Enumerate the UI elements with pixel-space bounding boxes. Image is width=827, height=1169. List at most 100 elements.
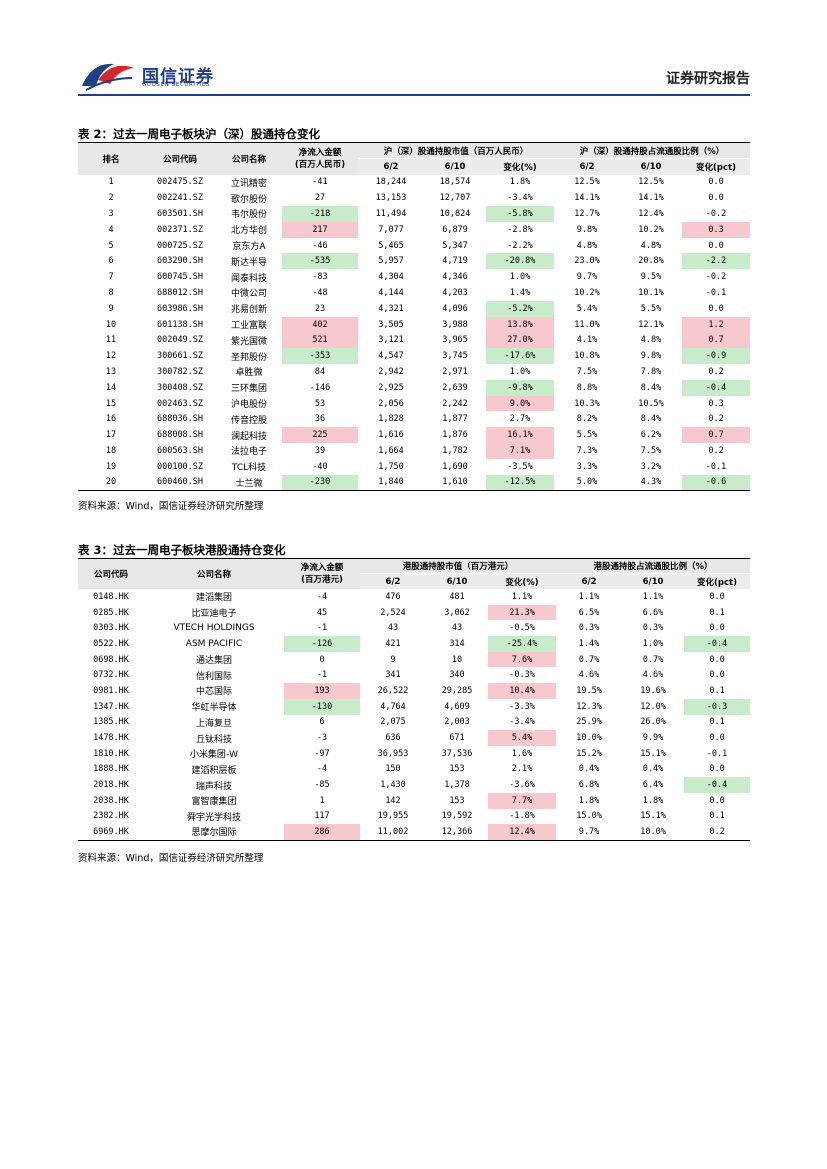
cell-flow: -146 bbox=[309, 382, 331, 393]
cell-v2: 314 bbox=[449, 638, 465, 649]
cell-code: 000100.SZ bbox=[156, 461, 204, 472]
cell-rank: 19 bbox=[105, 461, 117, 472]
cell-name: 信利国际 bbox=[195, 671, 232, 682]
th-flow: 净流入金额 (百万港元) bbox=[284, 558, 360, 589]
cell-r2: 0.3% bbox=[642, 623, 664, 634]
cell-name: 传音控股 bbox=[230, 415, 267, 426]
cell-name: 斯达半导 bbox=[230, 257, 267, 268]
cell-r1: 7.3% bbox=[576, 445, 598, 456]
cell-vc: 12.4% bbox=[488, 824, 557, 840]
cell-r2: 8.4% bbox=[640, 414, 662, 425]
table-row: 0148.HK 建滔集团 -4 476 481 1.1% 1.1% 1.1% 0.0 bbox=[78, 589, 750, 605]
cell-r1: 12.5% bbox=[574, 177, 600, 188]
table-row: 1 002475.SZ 立讯精密 -41 18,244 18,574 1.8% 12.5% 12… bbox=[78, 175, 750, 191]
cell-r1: 4.6% bbox=[578, 670, 600, 681]
cell-code: 300661.SZ bbox=[156, 351, 204, 362]
cell-code: 600745.SH bbox=[156, 272, 204, 283]
cell-code: 0698.HK bbox=[93, 654, 129, 665]
cell-flow: -83 bbox=[312, 272, 328, 283]
cell-r1: 23.0% bbox=[574, 256, 600, 267]
cell-r2: 7.5% bbox=[640, 445, 662, 456]
cell-code: 603986.SH bbox=[156, 303, 204, 314]
cell-name: 富智康集团 bbox=[191, 797, 237, 808]
cell-v2: 671 bbox=[449, 733, 465, 744]
cell-rank: 5 bbox=[108, 240, 114, 251]
brand-name: 国信证券 bbox=[142, 67, 214, 87]
cell-name: 上海复旦 bbox=[195, 718, 232, 729]
cell-r2: 20.8% bbox=[638, 256, 664, 267]
table-row: 14 300408.SZ 三环集团 -146 2,925 2,639 -9.8% 8.8% 8.… bbox=[78, 379, 751, 396]
brand-name-en: GUOSEN SECURITIES bbox=[142, 82, 210, 88]
table-row: 2382.HK 舜宇光学科技 117 19,955 19,592 -1.8% 15.0% 15… bbox=[78, 809, 750, 825]
cell-rc: 0.0 bbox=[708, 240, 724, 251]
table-row: 1478.HK 丘钛科技 -3 636 671 5.4% 10.0% 9.9% 0.0 bbox=[78, 730, 750, 746]
table2-source: 资料来源：Wind，国信证券经济研究所整理 bbox=[78, 501, 264, 512]
table-row: 2 002241.SZ 歌尔股份 27 13,153 12,707 -3.4% 14.1% 14… bbox=[78, 190, 750, 206]
th-value-group: 港股通持股市值（百万港元） bbox=[360, 558, 557, 575]
cell-rc: -0.1 bbox=[706, 748, 728, 759]
th-d1: 6/2 bbox=[554, 158, 620, 175]
table3-source: 资料来源：Wind，国信证券经济研究所整理 bbox=[78, 853, 264, 864]
cell-rc: -0.4 bbox=[682, 379, 751, 396]
cell-r1: 3.3% bbox=[576, 461, 598, 472]
cell-r2: 6.6% bbox=[642, 607, 664, 618]
th-chg: 变化(%) bbox=[486, 158, 554, 175]
cell-v2: 340 bbox=[449, 670, 465, 681]
report-type-title: 证券研究报告 bbox=[666, 71, 750, 87]
cell-vc: -5.2% bbox=[486, 300, 554, 317]
cell-name: 通达集团 bbox=[195, 656, 232, 667]
cell-v1: 421 bbox=[385, 638, 401, 649]
cell-v1: 5,465 bbox=[378, 240, 404, 251]
cell-rc: 0.2 bbox=[708, 414, 724, 425]
cell-r1: 8.8% bbox=[576, 382, 598, 393]
cell-v1: 142 bbox=[385, 795, 401, 806]
page-header: 国信证券 GUOSEN SECURITIES 证券研究报告 bbox=[78, 56, 750, 98]
cell-r2: 12.4% bbox=[638, 208, 664, 219]
cell-v1: 4,547 bbox=[378, 351, 404, 362]
cell-name: 三环集团 bbox=[230, 384, 267, 395]
table-row: 1888.HK 建滔积层板 -4 150 153 2.1% 0.4% 0.4% 0.0 bbox=[78, 762, 750, 778]
table-row: 16 688036.SH 传音控股 36 1,828 1,877 2.7% 8.2% 8.4% 0… bbox=[78, 411, 750, 427]
cell-name: 澜起科技 bbox=[230, 431, 267, 442]
cell-r1: 10.8% bbox=[574, 351, 600, 362]
cell-name: 北方华创 bbox=[230, 226, 267, 237]
cell-r2: 0.7% bbox=[642, 654, 664, 665]
cell-name: 沪电股份 bbox=[230, 400, 267, 411]
cell-flow: 521 bbox=[282, 332, 358, 349]
cell-v1: 2,925 bbox=[378, 382, 404, 393]
cell-code: 2038.HK bbox=[93, 795, 129, 806]
table-row: 0303.HK VTECH HOLDINGS -1 43 43 -0.5% 0.3% 0.3%… bbox=[78, 620, 750, 636]
cell-r1: 1.4% bbox=[578, 638, 600, 649]
table-row: 4 002371.SZ 北方华创 217 7,077 6,879 -2.8% 9.8% 10.2… bbox=[78, 221, 751, 238]
cell-name: 小米集团-W bbox=[189, 750, 239, 761]
cell-vc: 1.0% bbox=[509, 272, 531, 283]
th-flow-label: 净流入金额 bbox=[300, 563, 344, 573]
cell-v1: 1,430 bbox=[380, 780, 406, 791]
cell-r1: 15.0% bbox=[576, 811, 602, 822]
cell-flow: -4 bbox=[316, 764, 328, 775]
table-row: 11 002049.SZ 紫光国微 521 3,121 3,965 27.0% 4.1% 4.8… bbox=[78, 332, 751, 349]
cell-v2: 5,347 bbox=[442, 240, 468, 251]
cell-v1: 13,153 bbox=[375, 193, 407, 204]
cell-rank: 4 bbox=[108, 224, 114, 235]
cell-rank: 3 bbox=[108, 208, 114, 219]
cell-flow: -1 bbox=[316, 623, 328, 634]
cell-flow: -4 bbox=[316, 591, 328, 602]
cell-code: 1888.HK bbox=[93, 764, 129, 775]
cell-code: 0981.HK bbox=[93, 685, 129, 696]
cell-v2: 4,719 bbox=[442, 256, 468, 267]
cell-r1: 0.3% bbox=[578, 623, 600, 634]
cell-flow: -41 bbox=[312, 177, 328, 188]
cell-vc: 1.6% bbox=[511, 748, 533, 759]
cell-v1: 476 bbox=[385, 591, 401, 602]
cell-v1: 150 bbox=[385, 764, 401, 775]
table-row: 6969.HK 思摩尔国际 286 11,002 12,366 12.4% 9.7% 10.0… bbox=[78, 824, 751, 840]
cell-name: 华虹半导体 bbox=[191, 703, 237, 714]
cell-v1: 5,957 bbox=[378, 256, 404, 267]
cell-rc: 0.0 bbox=[709, 623, 725, 634]
cell-v2: 4,203 bbox=[442, 287, 468, 298]
th-d1: 6/2 bbox=[358, 158, 424, 175]
table-row: 1347.HK 华虹半导体 -130 4,764 4,609 -3.3% 12.3% 12.0… bbox=[78, 698, 751, 715]
cell-r1: 0.4% bbox=[578, 764, 600, 775]
table-row: 0981.HK 中芯国际 193 26,522 29,285 10.4% 19.5% 19.6… bbox=[78, 683, 750, 699]
